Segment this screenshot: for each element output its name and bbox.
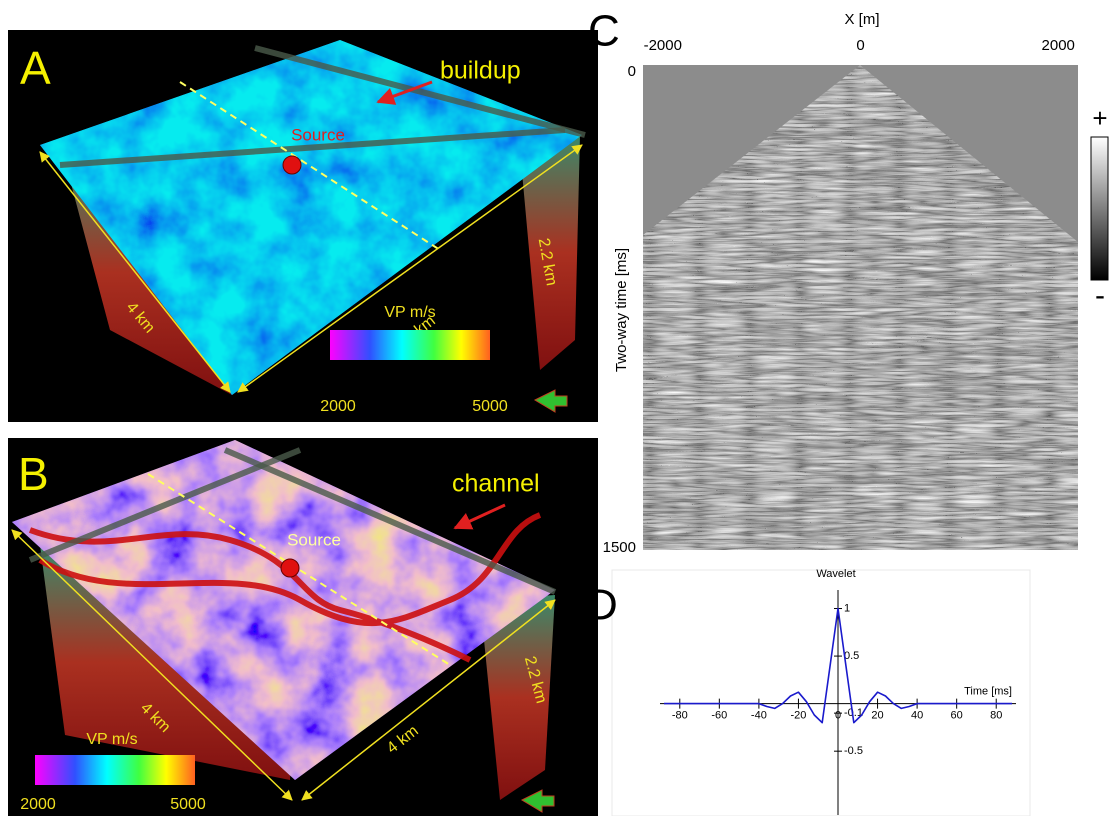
slice-line	[223, 447, 557, 595]
colorbar-title: VP m/s	[384, 304, 435, 321]
source-marker	[280, 558, 300, 578]
source-marker	[282, 155, 302, 175]
chart-title: Wavelet	[816, 568, 855, 580]
annotation: buildup	[440, 57, 521, 85]
panel-label: B	[18, 448, 49, 500]
annotation-arrow	[453, 503, 506, 530]
colorbar-plus: +	[1092, 103, 1107, 133]
panel-a: Source A buildup 4 km 4 km 2.2 km VP m/s…	[8, 30, 598, 422]
colorbar	[330, 330, 490, 360]
colorbar-max: 5000	[472, 398, 508, 415]
wavelet-box	[611, 569, 1031, 817]
wavelet-line	[664, 607, 1012, 724]
x-tick-label: 40	[911, 710, 923, 722]
dimension-arrow	[39, 151, 231, 393]
dimension-arrow	[11, 529, 293, 801]
orientation-arrow	[520, 789, 555, 813]
x-tick-label: 60	[951, 710, 963, 722]
panel-label: D	[586, 581, 618, 630]
y-tick-label: 1500	[603, 539, 636, 556]
panel-c: C X [m] Two-way time [ms] + - -2000 0 2000…	[588, 7, 1109, 556]
x-tick-label: -20	[790, 710, 806, 722]
x-tick-label: -60	[711, 710, 727, 722]
annotation-arrow	[376, 80, 433, 105]
panel-label: A	[20, 42, 51, 94]
orientation-arrow	[533, 389, 568, 413]
x-tick-label: -80	[672, 710, 688, 722]
y-axis-label: Two-way time [ms]	[613, 248, 630, 372]
x-tick-label: 80	[990, 710, 1002, 722]
x-tick-label: 20	[871, 710, 883, 722]
panel-label: C	[588, 7, 620, 56]
x-tick-label: 2000	[1042, 37, 1075, 54]
colorbar-minus: -	[1095, 279, 1105, 312]
y-tick-label: -0.1	[844, 707, 863, 719]
dimension-arrow	[237, 144, 583, 393]
y-tick-label: -0.5	[844, 745, 863, 757]
x-tick-label: -40	[751, 710, 767, 722]
colorbar-max: 5000	[170, 796, 206, 813]
annotation: channel	[452, 470, 540, 498]
colorbar-min: 2000	[320, 398, 356, 415]
x-tick-label: 0	[856, 37, 864, 54]
x-axis-label: Time [ms]	[964, 686, 1012, 698]
y-tick-label: 0.5	[844, 650, 859, 662]
x-tick-label: -2000	[644, 37, 682, 54]
panel-b: Source B channel 4 km 4 km 2.2 km VP m/s…	[8, 438, 598, 816]
source-label: Source	[291, 125, 345, 144]
colorbar-min: 2000	[20, 796, 56, 813]
slice-line	[254, 45, 586, 138]
x-axis-label: X [m]	[844, 11, 879, 28]
y-tick-label: 1	[844, 602, 850, 614]
panel-d: D Wavelet Time [ms] -80 -60 -40 -20 0 20 40 60 80…	[586, 568, 1031, 817]
source-label: Source	[287, 530, 341, 549]
y-tick-label: 0	[628, 63, 636, 80]
amplitude-colorbar	[1090, 136, 1109, 281]
x-tick-label: 0	[835, 710, 841, 722]
dimension-arrow	[301, 599, 556, 801]
seismic-section	[643, 65, 1078, 550]
colorbar-title: VP m/s	[86, 731, 137, 748]
colorbar	[35, 755, 195, 785]
